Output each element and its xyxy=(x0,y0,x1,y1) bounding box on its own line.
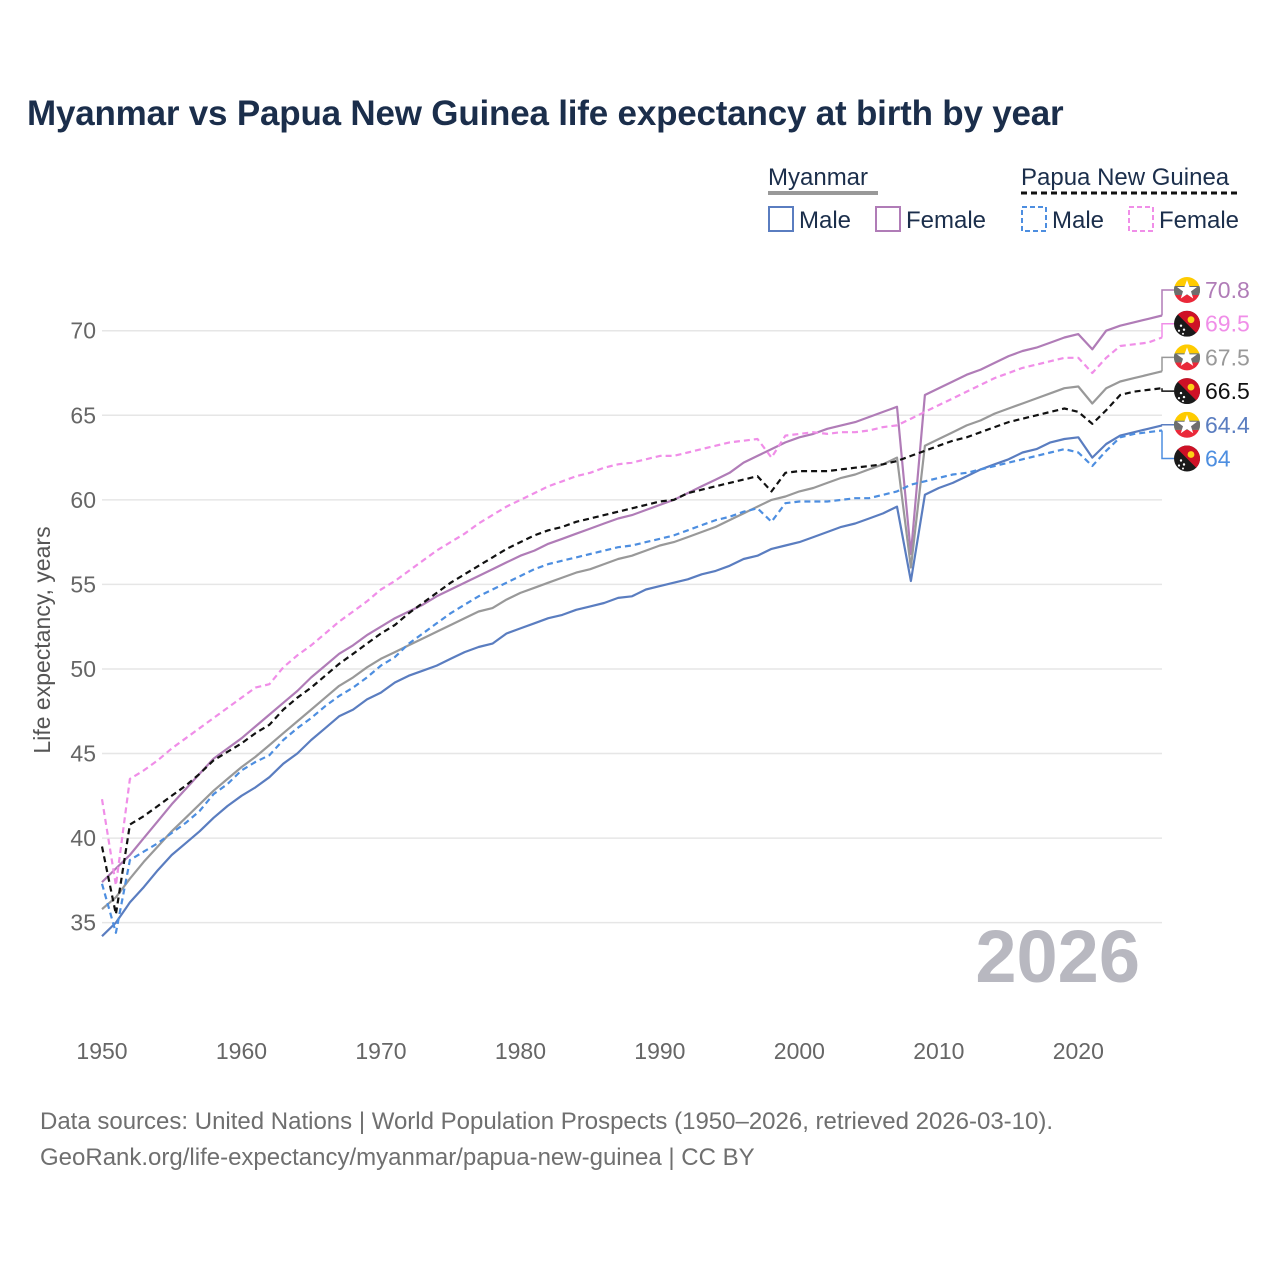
end-connector-mm_male xyxy=(1161,424,1174,426)
legend-myanmar-female-label[interactable]: Female xyxy=(906,207,986,234)
y-axis-ticks: 35 40 45 50 55 60 65 70 xyxy=(70,318,96,936)
series-line-png_male xyxy=(100,429,1163,934)
legend-group-papua-new-guinea[interactable]: Papua New Guinea Male Female xyxy=(1021,164,1239,234)
y-tick-label-35: 35 xyxy=(70,910,96,936)
end-connector-mm_female xyxy=(1161,289,1174,316)
chart-title: Myanmar vs Papua New Guinea life expecta… xyxy=(27,94,1064,133)
x-tick-label-1960: 1960 xyxy=(216,1038,267,1064)
papua-new-guinea-flag-icon xyxy=(1174,378,1200,405)
x-tick-label-1970: 1970 xyxy=(355,1038,406,1064)
series-line-png_female xyxy=(100,336,1163,887)
end-label-png_male: 64 xyxy=(1205,446,1231,472)
papua-new-guinea-flag-icon xyxy=(1174,310,1200,337)
series-lines xyxy=(100,314,1163,937)
source-line-link[interactable]: GeoRank.org/life-expectancy/myanmar/papu… xyxy=(40,1144,755,1171)
x-axis-ticks: 1950 1960 1970 1980 1990 2000 2010 2020 xyxy=(76,1038,1103,1064)
legend-png-female-label[interactable]: Female xyxy=(1159,207,1239,234)
papua-new-guinea-flag-icon xyxy=(1174,445,1200,472)
x-tick-label-2000: 2000 xyxy=(774,1038,825,1064)
legend-group-myanmar[interactable]: Myanmar Male Female xyxy=(768,164,986,234)
series-line-mm_total xyxy=(101,370,1163,910)
x-tick-label-1990: 1990 xyxy=(634,1038,685,1064)
y-tick-label-65: 65 xyxy=(70,402,96,428)
end-connector-png_total xyxy=(1161,388,1174,392)
end-label-png_total: 66.5 xyxy=(1205,378,1250,404)
end-connector-mm_total xyxy=(1161,356,1174,372)
x-tick-label-1980: 1980 xyxy=(495,1038,546,1064)
y-tick-label-45: 45 xyxy=(70,741,96,767)
y-tick-label-55: 55 xyxy=(70,571,96,597)
source-note: Data sources: United Nations | World Pop… xyxy=(40,1104,1053,1176)
series-line-mm_female xyxy=(101,314,1163,883)
source-line-data: Data sources: United Nations | World Pop… xyxy=(40,1108,1054,1135)
x-tick-label-2020: 2020 xyxy=(1053,1038,1104,1064)
end-labels: 70.8 69.5 67.5 66.5 64.4 64 xyxy=(1161,277,1250,472)
series-line-mm_male xyxy=(101,424,1163,937)
x-tick-label-1950: 1950 xyxy=(76,1038,127,1064)
end-label-png_female: 69.5 xyxy=(1205,311,1250,337)
legend-myanmar-label: Myanmar xyxy=(768,164,868,191)
x-tick-label-2010: 2010 xyxy=(913,1038,964,1064)
legend-png-label: Papua New Guinea xyxy=(1021,164,1230,191)
y-tick-label-60: 60 xyxy=(70,487,96,513)
myanmar-flag-icon xyxy=(1174,344,1200,371)
y-tick-label-40: 40 xyxy=(70,825,96,851)
end-connector-png_male xyxy=(1161,430,1174,460)
y-tick-label-50: 50 xyxy=(70,656,96,682)
legend-png-male-swatch xyxy=(1021,206,1047,232)
myanmar-flag-icon xyxy=(1174,277,1200,303)
year-watermark: 2026 xyxy=(975,915,1140,998)
legend-myanmar-male-swatch xyxy=(768,206,794,232)
end-label-mm_total: 67.5 xyxy=(1205,344,1250,370)
series-line-png_total xyxy=(100,387,1163,916)
end-label-mm_male: 64.4 xyxy=(1205,412,1250,438)
y-tick-label-70: 70 xyxy=(70,318,96,344)
legend[interactable]: Myanmar Male Female Papua New Guinea Mal… xyxy=(768,164,1239,234)
y-axis-label: Life expectancy, years xyxy=(29,526,55,753)
legend-png-male-label[interactable]: Male xyxy=(1052,207,1104,234)
end-label-mm_female: 70.8 xyxy=(1205,277,1250,303)
myanmar-flag-icon xyxy=(1174,411,1200,438)
legend-png-female-swatch xyxy=(1128,206,1154,232)
legend-myanmar-female-swatch xyxy=(875,206,901,232)
grid-lines xyxy=(102,329,1162,924)
end-connector-png_female xyxy=(1161,322,1174,338)
legend-myanmar-male-label[interactable]: Male xyxy=(799,207,851,234)
